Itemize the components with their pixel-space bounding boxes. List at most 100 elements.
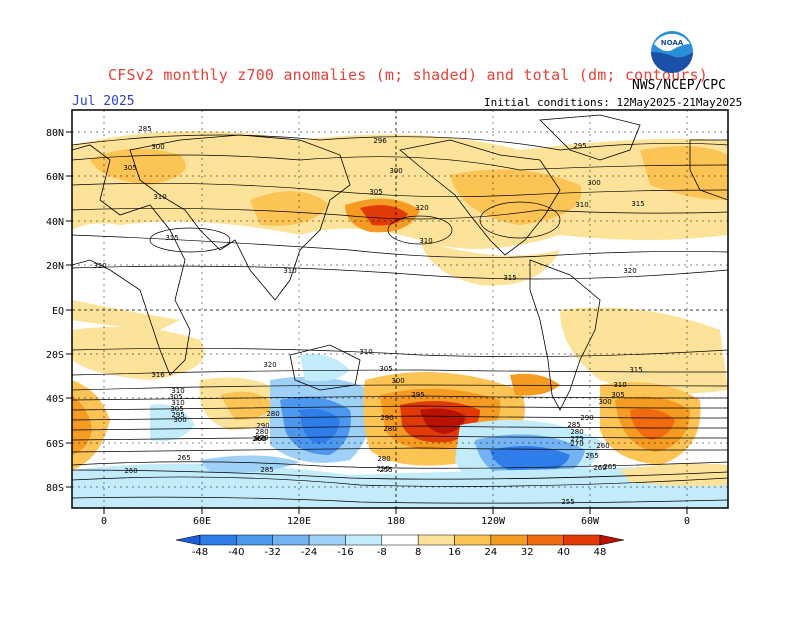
contour-label: 295 — [171, 411, 184, 419]
coastlines — [72, 114, 728, 480]
colorbar-label: 48 — [594, 547, 607, 558]
contour-label: 260 — [596, 442, 609, 450]
lon-label: 60W — [581, 516, 600, 527]
axis-ticks — [66, 131, 688, 514]
colorbar-label: 16 — [448, 547, 461, 558]
contour-label: 296 — [373, 137, 387, 145]
colorbar-label: -40 — [228, 547, 244, 558]
contour-label: 295 — [573, 142, 586, 150]
chart-title: CFSv2 monthly z700 anomalies (m; shaded)… — [108, 66, 708, 84]
contour-label: 275 — [570, 435, 583, 443]
contour-label: 290 — [256, 422, 269, 430]
colorbar-label: 40 — [557, 547, 570, 558]
contour-label: 310 — [283, 267, 296, 275]
contour-label: 315 — [629, 366, 642, 374]
colorbar-segment — [308, 534, 346, 546]
contour-label: 270 — [255, 434, 268, 442]
colorbar-segment — [563, 534, 601, 546]
contour-label: 280 — [377, 455, 390, 463]
colorbar-arrow-left — [175, 534, 201, 546]
contour-label: 315 — [631, 200, 644, 208]
contour-label: 255 — [376, 465, 389, 473]
contour-label: 305 — [170, 405, 183, 413]
lat-label: 60N — [46, 172, 64, 183]
contour-label: 320 — [415, 204, 428, 212]
contour-label: 280 — [255, 428, 268, 436]
colorbar-segment — [454, 534, 492, 546]
contour-label: 255 — [561, 498, 574, 506]
lon-label: 0 — [684, 516, 690, 527]
colorbar-label: -48 — [192, 547, 208, 558]
colorbar-segment — [345, 534, 383, 546]
lon-label: 0 — [101, 516, 107, 527]
lon-label: 180 — [387, 516, 405, 527]
colorbar-arrow-right — [599, 534, 625, 546]
contour-label: 305 — [169, 393, 182, 401]
lat-label: 80S — [46, 483, 64, 494]
contour-label: 300 — [389, 167, 402, 175]
colorbar-label: -16 — [337, 547, 353, 558]
contour-label: 316 — [151, 371, 165, 379]
colorbar-segment — [199, 534, 237, 546]
contour-label: 280 — [383, 425, 396, 433]
contour-label: 305 — [379, 365, 392, 373]
agency-label: NWS/NCEP/CPC — [632, 78, 726, 93]
contour-label: 310 — [171, 399, 184, 407]
lat-label: 40S — [46, 394, 64, 405]
contour-label: 310 — [171, 387, 184, 395]
contour-label: 260 — [593, 464, 606, 472]
height-contours — [72, 134, 728, 504]
contour-label: 315 — [503, 274, 516, 282]
contour-label: 300 — [391, 377, 404, 385]
contour-label: 260 — [252, 435, 265, 443]
colorbar-label: 8 — [415, 547, 421, 558]
colorbar-segment — [272, 534, 310, 546]
contour-label: 305 — [369, 188, 382, 196]
colorbar-segment — [236, 534, 273, 546]
contour-label: 310 — [359, 348, 372, 356]
graticule — [72, 110, 728, 508]
contour-label: 320 — [263, 361, 276, 369]
colorbar-label: 32 — [521, 547, 534, 558]
lon-label: 120W — [481, 516, 506, 527]
contour-label: 290 — [580, 414, 593, 422]
contour-label: 300 — [587, 179, 600, 187]
colorbar-segment — [490, 534, 528, 546]
contour-label: 310 — [575, 201, 588, 209]
contour-label: 280 — [570, 428, 583, 436]
contour-label: 305 — [123, 164, 136, 172]
lat-label: 20S — [46, 350, 64, 361]
lat-label: 80N — [46, 128, 64, 139]
longitude-labels: 0 60E 120E 180 120W 60W 0 — [101, 516, 690, 527]
contour-label: 280 — [266, 410, 279, 418]
colorbar-label: -32 — [265, 547, 281, 558]
colorbar-segment — [381, 534, 419, 546]
contour-label: 300 — [598, 398, 611, 406]
contour-label: 255 — [379, 466, 392, 474]
contour-label: 290 — [380, 414, 393, 422]
lat-label: 40N — [46, 217, 64, 228]
colorbar: -48 -40 -32 -24 -16 -8 8 16 24 32 40 48 — [175, 534, 625, 558]
lon-label: 60E — [193, 516, 211, 527]
contour-label: 320 — [623, 267, 636, 275]
contour-label: 265 — [603, 463, 616, 471]
colorbar-segment — [417, 534, 455, 546]
contour-label: 265 — [585, 452, 598, 460]
lat-label: 60S — [46, 439, 64, 450]
map-frame — [71, 109, 729, 509]
contour-label: 310 — [613, 381, 626, 389]
initial-conditions: Initial conditions: 12May2025-21May2025 — [484, 96, 743, 109]
colorbar-label: 24 — [485, 547, 498, 558]
contour-label: 260 — [124, 467, 137, 475]
contour-label: 310 — [153, 193, 166, 201]
contour-label: 305 — [611, 391, 624, 399]
contour-label: 260 — [253, 435, 266, 443]
colorbar-label: -8 — [377, 547, 387, 558]
lat-label: 20N — [46, 261, 64, 272]
colorbar-segment — [527, 534, 564, 546]
lat-label: EQ — [52, 306, 64, 317]
contour-label: 315 — [165, 234, 178, 242]
contour-label: 310 — [419, 237, 432, 245]
